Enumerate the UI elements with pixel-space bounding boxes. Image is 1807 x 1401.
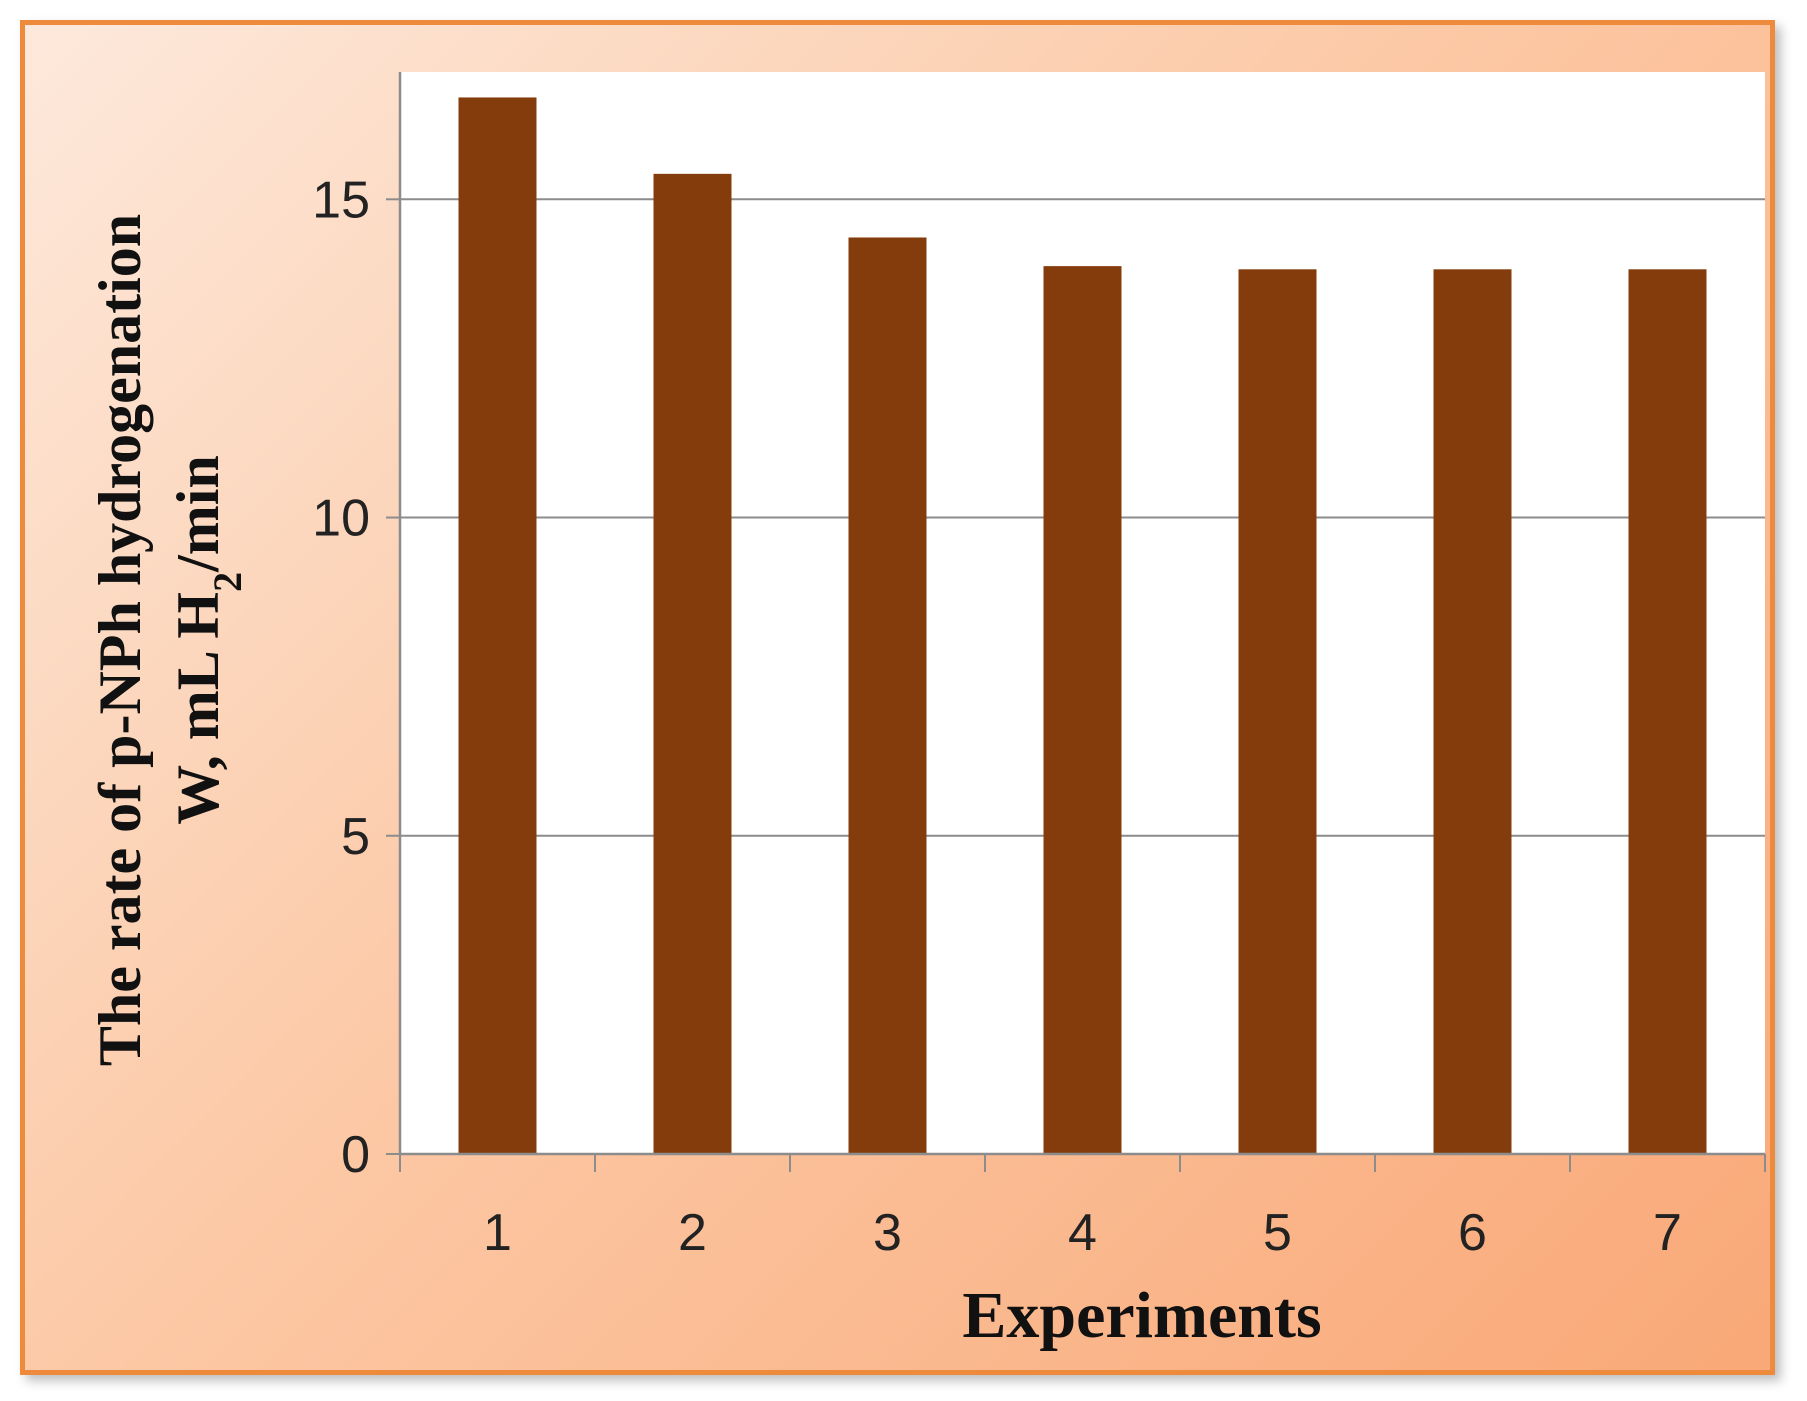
y-tick-label-0: 0 xyxy=(341,1126,370,1184)
y-tick-label-5: 5 xyxy=(341,808,370,866)
y-axis-title-line2-suffix: /min xyxy=(165,455,231,573)
axes xyxy=(386,72,1766,1172)
x-tick-label-6: 6 xyxy=(1458,1204,1487,1262)
x-tick-label-2: 2 xyxy=(678,1204,707,1262)
y-axis-title-line2-prefix: W, mL H xyxy=(165,592,231,825)
bar-1 xyxy=(458,97,537,1154)
y-axis-title-line2-subscript: 2 xyxy=(205,572,250,592)
x-tick-label-1: 1 xyxy=(483,1204,512,1262)
bar-5 xyxy=(1238,269,1317,1154)
bar-7 xyxy=(1628,269,1707,1154)
y-axis-title: The rate of p-NPh hydrogenation W, mL H2… xyxy=(87,214,250,1066)
x-tick-label-3: 3 xyxy=(873,1204,902,1262)
x-tick-label-5: 5 xyxy=(1263,1204,1292,1262)
bar-2 xyxy=(653,173,732,1154)
y-axis-title-line1: The rate of p-NPh hydrogenation xyxy=(87,214,153,1066)
y-tick-label-10: 10 xyxy=(312,490,370,548)
x-axis-title: Experiments xyxy=(962,1279,1321,1352)
x-tick-label-7: 7 xyxy=(1653,1204,1682,1262)
y-axis-title-line2: W, mL H2/min xyxy=(165,455,250,825)
bar-4 xyxy=(1043,266,1122,1154)
y-tick-label-15: 15 xyxy=(312,171,370,229)
bar-3 xyxy=(848,237,927,1154)
bar-6 xyxy=(1433,269,1512,1154)
bars xyxy=(458,97,1707,1154)
x-tick-label-4: 4 xyxy=(1068,1204,1097,1262)
tick-labels: 0 5 10 15 1 2 3 4 5 6 7 xyxy=(312,171,1682,1262)
